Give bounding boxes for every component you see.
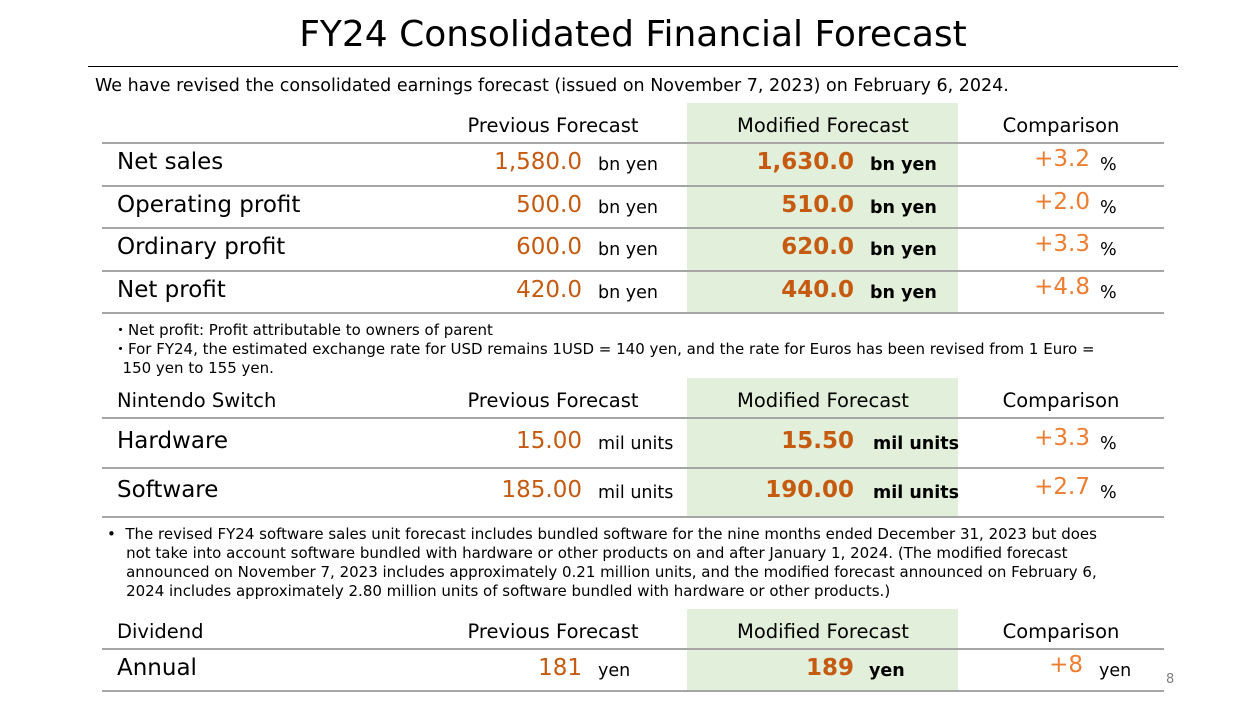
comparison-value: +2.7: [1034, 474, 1090, 501]
row-label: Hardware: [117, 427, 229, 454]
row-label: Software: [117, 477, 219, 504]
modified-forecast-unit: bn yen: [870, 240, 937, 261]
modified-forecast-value: 190.00: [765, 477, 854, 504]
comparison-value: +2.0: [1034, 188, 1090, 215]
modified-forecast-value: 189: [805, 655, 854, 681]
comparison-unit: yen: [1099, 661, 1132, 681]
comparison-value: +3.3: [1034, 424, 1090, 451]
header-label: Nintendo Switch: [117, 389, 277, 412]
previous-forecast-value: 181: [538, 655, 582, 681]
row-divider: [102, 269, 1164, 272]
header-previous-forecast: Previous Forecast: [467, 114, 639, 137]
header-comparison: Comparison: [1002, 114, 1120, 137]
comparison-value: +3.2: [1034, 146, 1090, 173]
footnote: not take into account software bundled w…: [107, 544, 1068, 562]
footnote: ・For FY24, the estimated exchange rate f…: [113, 340, 1095, 358]
comparison-unit: %: [1100, 483, 1117, 504]
previous-forecast-unit: bn yen: [598, 155, 658, 176]
previous-forecast-value: 600.0: [516, 234, 582, 261]
row-label: Operating profit: [117, 191, 301, 218]
previous-forecast-unit: bn yen: [598, 197, 658, 218]
comparison-value: +4.8: [1034, 273, 1090, 300]
previous-forecast-value: 1,580.0: [494, 149, 582, 176]
modified-forecast-unit: yen: [869, 661, 905, 681]
footnote: announced on November 7, 2023 includes a…: [107, 563, 1097, 581]
header-divider: [102, 417, 1164, 419]
footnote: 150 yen to 155 yen.: [113, 359, 274, 377]
row-divider: [102, 466, 1164, 469]
header-divider: [102, 142, 1164, 144]
modified-forecast-unit: mil units: [873, 433, 960, 454]
modified-column-highlight: [687, 378, 958, 517]
previous-forecast-unit: mil units: [598, 483, 674, 504]
comparison-unit: %: [1100, 155, 1117, 176]
row-label: Ordinary profit: [117, 234, 286, 261]
footnote: ・Net profit: Profit attributable to owne…: [113, 321, 493, 339]
comparison-unit: %: [1100, 433, 1117, 454]
header-label: Dividend: [117, 620, 204, 643]
modified-forecast-unit: bn yen: [870, 282, 937, 303]
comparison-unit: %: [1100, 240, 1117, 261]
modified-forecast-value: 15.50: [781, 427, 854, 454]
header-comparison: Comparison: [1002, 620, 1120, 643]
row-label: Net sales: [117, 149, 224, 176]
row-divider: [102, 312, 1164, 314]
header-comparison: Comparison: [1002, 389, 1120, 412]
previous-forecast-value: 15.00: [516, 427, 582, 454]
comparison-unit: %: [1100, 197, 1117, 218]
previous-forecast-value: 420.0: [516, 276, 582, 303]
header-modified-forecast: Modified Forecast: [737, 620, 909, 643]
modified-forecast-value: 440.0: [781, 276, 854, 303]
row-divider: [102, 516, 1164, 518]
footnote: • The revised FY24 software sales unit f…: [107, 525, 1097, 543]
subtitle: We have revised the consolidated earning…: [95, 76, 1009, 96]
modified-column-highlight: [687, 609, 958, 691]
row-divider: [102, 227, 1164, 229]
previous-forecast-unit: mil units: [598, 433, 674, 454]
modified-forecast-value: 510.0: [781, 191, 854, 218]
row-divider: [102, 690, 1164, 692]
modified-forecast-unit: bn yen: [870, 155, 937, 176]
comparison-value: +3.3: [1034, 231, 1090, 258]
previous-forecast-unit: bn yen: [598, 240, 658, 261]
header-modified-forecast: Modified Forecast: [737, 389, 909, 412]
header-previous-forecast: Previous Forecast: [467, 389, 639, 412]
page-number: 8: [1166, 672, 1175, 687]
modified-column-highlight: [687, 103, 958, 313]
comparison-unit: %: [1100, 282, 1117, 303]
header-divider: [102, 648, 1164, 650]
row-label: Net profit: [117, 276, 226, 303]
modified-forecast-value: 1,630.0: [756, 149, 855, 176]
header-modified-forecast: Modified Forecast: [737, 114, 909, 137]
modified-forecast-unit: mil units: [873, 483, 960, 504]
header-previous-forecast: Previous Forecast: [467, 620, 639, 643]
slide-title: FY24 Consolidated Financial Forecast: [299, 14, 967, 55]
row-label: Annual: [117, 655, 197, 681]
comparison-value: +8: [1049, 652, 1083, 678]
title-divider: [88, 66, 1178, 67]
row-divider: [102, 184, 1164, 187]
modified-forecast-value: 620.0: [781, 234, 854, 261]
previous-forecast-value: 185.00: [501, 477, 582, 504]
previous-forecast-value: 500.0: [516, 191, 582, 218]
previous-forecast-unit: yen: [598, 661, 631, 681]
previous-forecast-unit: bn yen: [598, 282, 658, 303]
footnote: 2024 includes approximately 2.80 million…: [107, 582, 891, 600]
modified-forecast-unit: bn yen: [870, 197, 937, 218]
